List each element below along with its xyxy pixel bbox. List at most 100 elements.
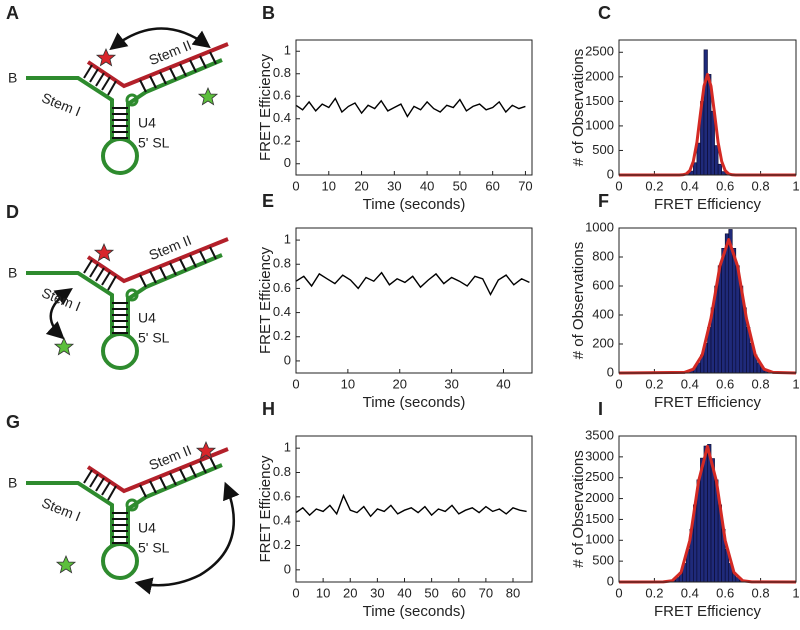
y-tick-label: 0 bbox=[284, 155, 291, 170]
x-tick-label: 20 bbox=[393, 376, 407, 391]
y-tick-label: 0.6 bbox=[273, 280, 291, 295]
plot-frame bbox=[295, 39, 533, 176]
panel-label: E bbox=[262, 191, 274, 211]
x-tick-label: 40 bbox=[496, 376, 510, 391]
y-tick-label: 3000 bbox=[585, 448, 614, 463]
y-tick-label: 1000 bbox=[585, 219, 614, 234]
x-axis-label: Time (seconds) bbox=[363, 394, 466, 411]
x-tick-label: 0.2 bbox=[645, 585, 663, 600]
x-tick-label: 40 bbox=[420, 178, 434, 193]
y-tick-label: 500 bbox=[592, 553, 614, 568]
diagram: A B Stem I Stem II U4 5' SL bbox=[6, 3, 230, 175]
stem-label: Stem I bbox=[39, 284, 83, 314]
x-tick-label: 0 bbox=[292, 585, 299, 600]
strand-label: B bbox=[8, 70, 17, 86]
rna-name: U4 bbox=[138, 520, 156, 536]
bar bbox=[696, 142, 701, 176]
fit-curve bbox=[618, 444, 797, 584]
y-tick-label: 0 bbox=[284, 561, 291, 576]
rna-sub: 5' SL bbox=[138, 540, 170, 556]
y-tick-label: 2500 bbox=[585, 44, 614, 59]
y-tick-label: 200 bbox=[592, 335, 614, 350]
x-tick-label: 0 bbox=[615, 376, 622, 391]
plot-frame bbox=[295, 435, 533, 583]
bar bbox=[731, 248, 737, 374]
x-tick-label: 0.2 bbox=[645, 376, 663, 391]
x-tick-label: 60 bbox=[485, 178, 499, 193]
y-tick-label: 400 bbox=[592, 306, 614, 321]
x-tick-label: 0 bbox=[292, 376, 299, 391]
y-tick-label: 1 bbox=[284, 440, 291, 455]
stem-label: Stem I bbox=[39, 494, 83, 524]
x-axis-label: FRET Efficiency bbox=[654, 603, 761, 620]
x-tick-label: 0.4 bbox=[681, 178, 699, 193]
plot-frame bbox=[295, 227, 533, 374]
panel-label: B bbox=[262, 3, 275, 23]
y-tick-label: 0 bbox=[607, 364, 614, 379]
y-tick-label: 1500 bbox=[585, 511, 614, 526]
bar bbox=[714, 145, 719, 176]
y-axis-label: FRET Efficiency bbox=[257, 54, 274, 161]
y-tick-label: 0.2 bbox=[273, 328, 291, 343]
stem-label: Stem II bbox=[147, 37, 194, 68]
fit-curve bbox=[618, 238, 797, 375]
x-tick-label: 0.8 bbox=[752, 585, 770, 600]
x-tick-label: 0.2 bbox=[645, 178, 663, 193]
panel-label: F bbox=[598, 191, 609, 211]
y-axis-label: FRET Efficiency bbox=[257, 455, 274, 562]
trace-line bbox=[295, 493, 527, 518]
x-tick-label: 1 bbox=[792, 376, 799, 391]
y-tick-label: 2000 bbox=[585, 490, 614, 505]
panel-label: G bbox=[6, 412, 20, 432]
trace-line bbox=[295, 271, 530, 297]
x-tick-label: 1 bbox=[792, 178, 799, 193]
bar bbox=[707, 444, 712, 583]
panel-label: I bbox=[598, 399, 603, 419]
y-tick-label: 0 bbox=[607, 166, 614, 181]
x-tick-label: 30 bbox=[444, 376, 458, 391]
y-tick-label: 0.6 bbox=[273, 488, 291, 503]
x-tick-label: 1 bbox=[792, 585, 799, 600]
y-axis-label: # of Observations bbox=[570, 49, 587, 167]
x-tick-label: 0.4 bbox=[681, 585, 699, 600]
y-tick-label: 0.8 bbox=[273, 65, 291, 80]
y-tick-label: 1000 bbox=[585, 532, 614, 547]
y-tick-label: 1000 bbox=[585, 117, 614, 132]
x-tick-label: 80 bbox=[506, 585, 520, 600]
x-tick-label: 30 bbox=[387, 178, 401, 193]
x-axis-label: Time (seconds) bbox=[363, 196, 466, 213]
y-axis-label: FRET Efficiency bbox=[257, 247, 274, 354]
rna-sub: 5' SL bbox=[138, 135, 170, 151]
y-tick-label: 0.4 bbox=[273, 304, 291, 319]
diagram: D B Stem I Stem II U4 5' SL bbox=[6, 202, 230, 370]
bar bbox=[703, 49, 708, 176]
x-tick-label: 0 bbox=[292, 178, 299, 193]
panel-label: D bbox=[6, 202, 19, 222]
y-tick-label: 0 bbox=[284, 352, 291, 367]
bar bbox=[703, 445, 708, 583]
x-tick-label: 0.4 bbox=[681, 376, 699, 391]
y-tick-label: 0 bbox=[607, 573, 614, 588]
rna-sub: 5' SL bbox=[138, 330, 170, 346]
plot-frame bbox=[618, 39, 797, 176]
x-tick-label: 30 bbox=[370, 585, 384, 600]
x-tick-label: 0.6 bbox=[716, 585, 734, 600]
bar bbox=[721, 248, 726, 374]
panel-label: H bbox=[262, 399, 275, 419]
x-tick-label: 10 bbox=[322, 178, 336, 193]
y-tick-label: 1 bbox=[284, 43, 291, 58]
y-tick-label: 0.8 bbox=[273, 256, 291, 271]
x-tick-label: 40 bbox=[397, 585, 411, 600]
y-tick-label: 0.2 bbox=[273, 133, 291, 148]
x-tick-label: 0.6 bbox=[716, 178, 734, 193]
y-axis-label: # of Observations bbox=[570, 450, 587, 568]
x-tick-label: 0.8 bbox=[752, 178, 770, 193]
x-tick-label: 0.6 bbox=[716, 376, 734, 391]
x-tick-label: 50 bbox=[424, 585, 438, 600]
y-tick-label: 0.6 bbox=[273, 88, 291, 103]
rna-name: U4 bbox=[138, 115, 156, 131]
diagram: G B Stem I Stem II U4 5' SL bbox=[6, 412, 240, 595]
strand-label: B bbox=[8, 265, 17, 281]
x-axis-label: FRET Efficiency bbox=[654, 394, 761, 411]
